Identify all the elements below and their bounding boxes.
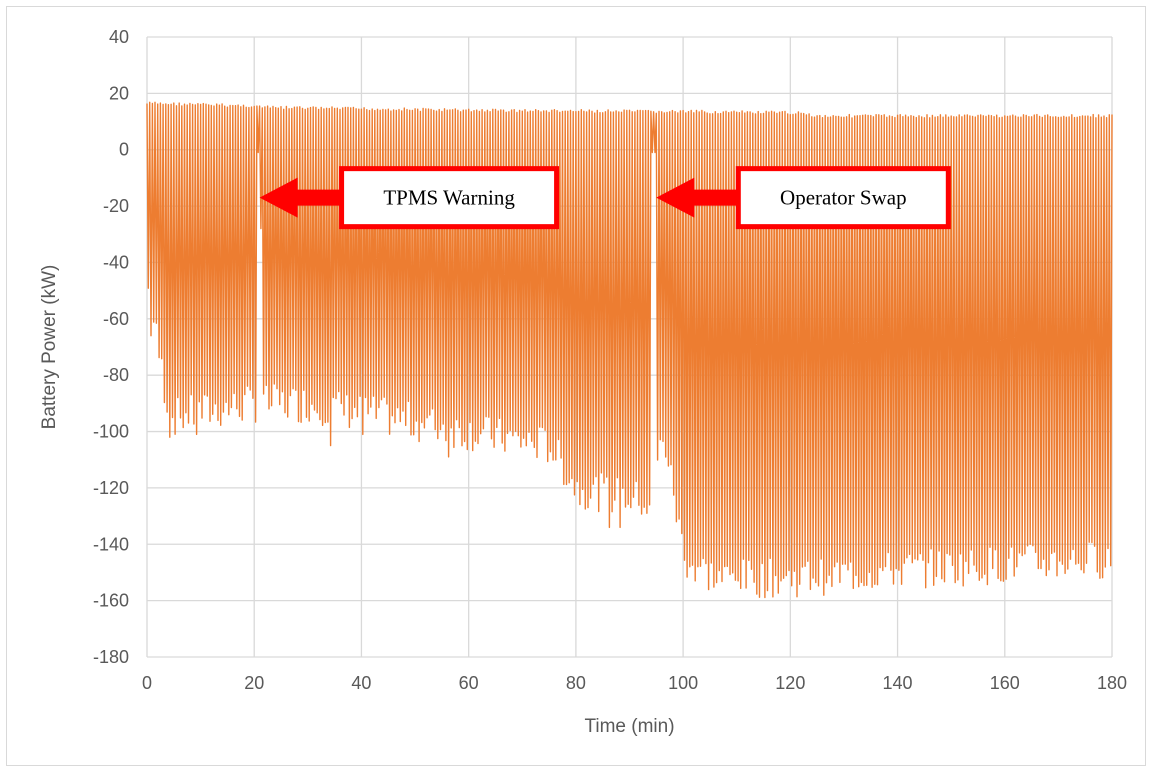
y-tick-label: -100 bbox=[93, 422, 129, 442]
y-tick-label: -160 bbox=[93, 591, 129, 611]
annotations: TPMS Warning Operator Swap bbox=[259, 166, 951, 230]
x-tick-label: 160 bbox=[990, 673, 1020, 693]
x-tick-label: 120 bbox=[775, 673, 805, 693]
y-tick-label: -40 bbox=[103, 252, 129, 272]
x-tick-label: 40 bbox=[351, 673, 371, 693]
y-axis-title: Battery Power (kW) bbox=[39, 265, 60, 430]
x-tick-label: 80 bbox=[566, 673, 586, 693]
annotation-box bbox=[735, 166, 951, 230]
annotation-label: TPMS Warning bbox=[383, 186, 515, 210]
chart-frame: 40 20 0 -20 -40 -60 -80 -100 -120 -140 -160 -180 0 20… bbox=[6, 6, 1146, 766]
annotation-1: TPMS Warning bbox=[259, 166, 560, 230]
x-tick-label: 100 bbox=[668, 673, 698, 693]
annotation-box bbox=[339, 166, 560, 230]
y-tick-label: -180 bbox=[93, 647, 129, 667]
y-tick-label: 20 bbox=[109, 83, 129, 103]
y-tick-label: -120 bbox=[93, 478, 129, 498]
x-tick-label: 60 bbox=[459, 673, 479, 693]
series-layer bbox=[146, 101, 1113, 599]
y-tick-label: -20 bbox=[103, 196, 129, 216]
x-tick-label: 20 bbox=[244, 673, 264, 693]
x-tick-label: 180 bbox=[1097, 673, 1127, 693]
y-tick-label: -140 bbox=[93, 534, 129, 554]
y-tick-label: -80 bbox=[103, 365, 129, 385]
annotation-arrow bbox=[259, 177, 342, 218]
x-axis-title: Time (min) bbox=[584, 716, 674, 737]
y-tick-label: 0 bbox=[119, 140, 129, 160]
tick-labels: 40 20 0 -20 -40 -60 -80 -100 -120 -140 -160 -180 0 20… bbox=[93, 27, 1127, 693]
annotation-arrow bbox=[656, 177, 739, 218]
annotation-2: Operator Swap bbox=[656, 166, 951, 230]
y-tick-label: 40 bbox=[109, 27, 129, 47]
annotation-label: Operator Swap bbox=[780, 186, 907, 210]
x-tick-label: 140 bbox=[883, 673, 913, 693]
battery-power-chart: 40 20 0 -20 -40 -60 -80 -100 -120 -140 -160 -180 0 20… bbox=[39, 27, 1127, 737]
x-tick-label: 0 bbox=[142, 673, 152, 693]
y-tick-label: -60 bbox=[103, 309, 129, 329]
battery-power-line bbox=[146, 101, 1113, 599]
